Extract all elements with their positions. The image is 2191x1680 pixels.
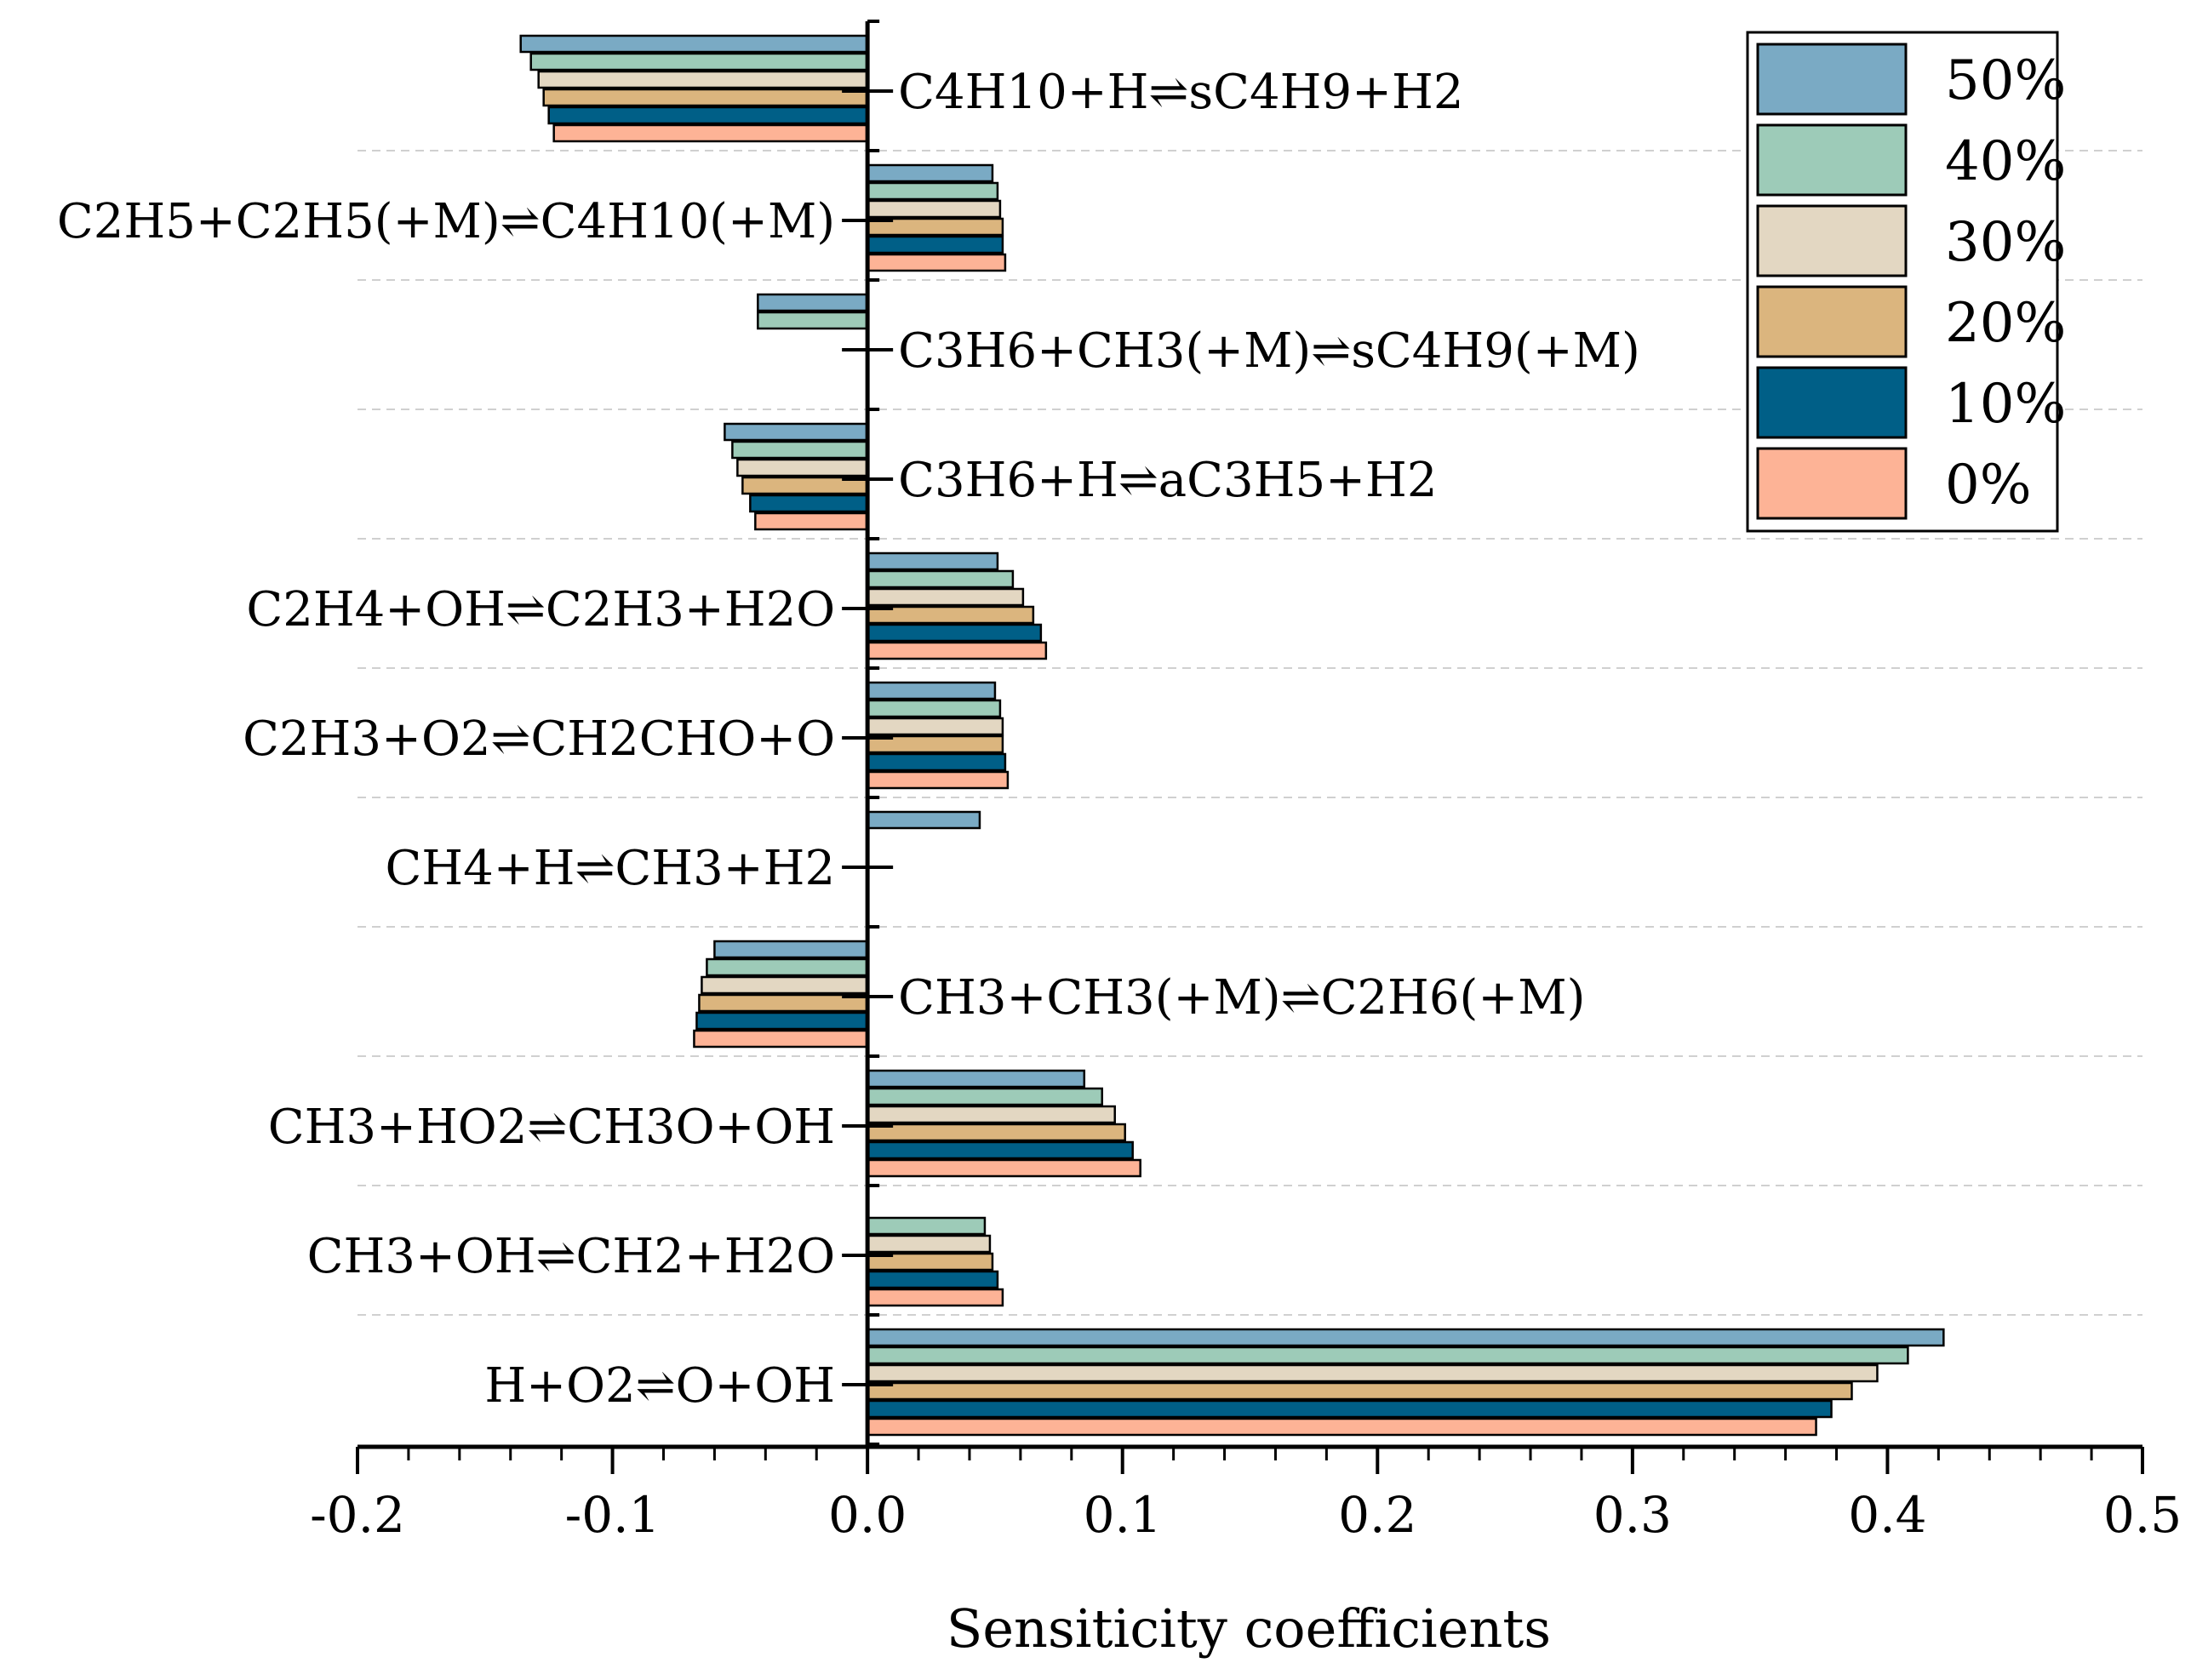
bar (866, 770, 1010, 790)
category-label: CH3+CH3(+M)⇌C2H6(+M) (898, 970, 1585, 1026)
legend-label: 40% (1945, 130, 2066, 193)
category-label: CH3+OH⇌CH2+H2O (307, 1229, 836, 1284)
bar (757, 293, 869, 312)
bar (866, 1346, 1909, 1365)
legend-swatch (1756, 447, 1908, 520)
bar (749, 494, 869, 513)
x-tick-label: 0.4 (1848, 1486, 1926, 1544)
category-label: H+O2⇌O+OH (484, 1358, 835, 1414)
gridlines (358, 150, 2142, 1316)
legend: 50% 40% 30% 20% 10% 0% (1746, 31, 2066, 533)
bar (866, 1105, 1116, 1124)
x-tick-label: 0.1 (1084, 1486, 1162, 1544)
bar (866, 199, 1002, 219)
bar (866, 551, 999, 571)
bar (731, 440, 869, 460)
bar (866, 1216, 987, 1236)
bar (866, 1288, 1004, 1307)
bar (706, 957, 869, 977)
bar (693, 1029, 869, 1049)
category-label: C4H10+H⇌sC4H9+H2 (898, 65, 1463, 120)
bar (537, 70, 869, 89)
bar (866, 1381, 1853, 1401)
bar (866, 181, 999, 201)
bar (866, 1069, 1086, 1089)
bar (757, 311, 869, 330)
bar (866, 1399, 1833, 1419)
bar (866, 1123, 1126, 1142)
x-tick-label: -0.1 (565, 1486, 661, 1544)
bar (866, 569, 1015, 589)
category-label: C3H6+CH3(+M)⇌sC4H9(+M) (898, 323, 1640, 379)
bar (866, 1140, 1134, 1160)
bar (866, 163, 994, 183)
category-label: CH3+HO2⇌CH3O+OH (268, 1100, 835, 1155)
bar (866, 681, 997, 700)
bar (866, 253, 1007, 272)
axes: -0.2 -0.1 0.0 0.1 0.2 0.3 0.4 0.5 (310, 20, 2182, 1544)
bar (866, 587, 1025, 607)
legend-label: 20% (1945, 292, 2066, 355)
category-label: C3H6+H⇌aC3H5+H2 (898, 453, 1437, 508)
bar (695, 1011, 869, 1031)
bars (519, 34, 1945, 1437)
bar (713, 940, 869, 959)
x-axis-title: Sensiticity coefficients (947, 1597, 1551, 1660)
bar (736, 458, 869, 477)
category-label: CH4+H⇌CH3+H2 (385, 841, 835, 896)
legend-label: 50% (1945, 49, 2066, 112)
bar (701, 975, 869, 995)
category-label: C2H3+O2⇌CH2CHO+O (243, 711, 835, 767)
bar (866, 699, 1002, 718)
legend-swatch (1756, 43, 1908, 116)
bar (866, 1270, 999, 1289)
legend-swatch (1756, 285, 1908, 358)
bar (547, 106, 869, 125)
bar (866, 1363, 1879, 1383)
bar (866, 235, 1004, 254)
bar (866, 641, 1048, 660)
legend-label: 30% (1945, 211, 2066, 274)
x-tick-label: 0.2 (1338, 1486, 1416, 1544)
bar (519, 34, 869, 54)
bar (542, 88, 869, 107)
legend-label: 0% (1945, 454, 2032, 517)
bar (866, 623, 1043, 643)
legend-label: 10% (1945, 373, 2066, 436)
bar (866, 1158, 1141, 1178)
category-labels: C4H10+H⇌sC4H9+H2 C2H5+C2H5(+M)⇌C4H10(+M) C… (57, 65, 1640, 1414)
legend-swatch (1756, 366, 1908, 439)
bar (866, 1417, 1817, 1437)
bar (552, 123, 869, 143)
category-label: C2H4+OH⇌C2H3+H2O (246, 582, 835, 637)
x-tick-label: -0.2 (310, 1486, 405, 1544)
legend-swatch (1756, 204, 1908, 277)
legend-swatch (1756, 123, 1908, 197)
bar (866, 752, 1007, 772)
x-tick-label: 0.3 (1593, 1486, 1672, 1544)
bar (754, 511, 869, 531)
bar (866, 810, 981, 830)
bar (866, 1328, 1945, 1347)
bar (866, 1234, 992, 1254)
x-tick-label: 0.0 (828, 1486, 907, 1544)
category-label: C2H5+C2H5(+M)⇌C4H10(+M) (57, 194, 835, 249)
bar (529, 52, 869, 71)
bar (866, 717, 1004, 736)
x-tick-label: 0.5 (2103, 1486, 2182, 1544)
bar (724, 422, 869, 442)
bar (866, 1087, 1103, 1106)
